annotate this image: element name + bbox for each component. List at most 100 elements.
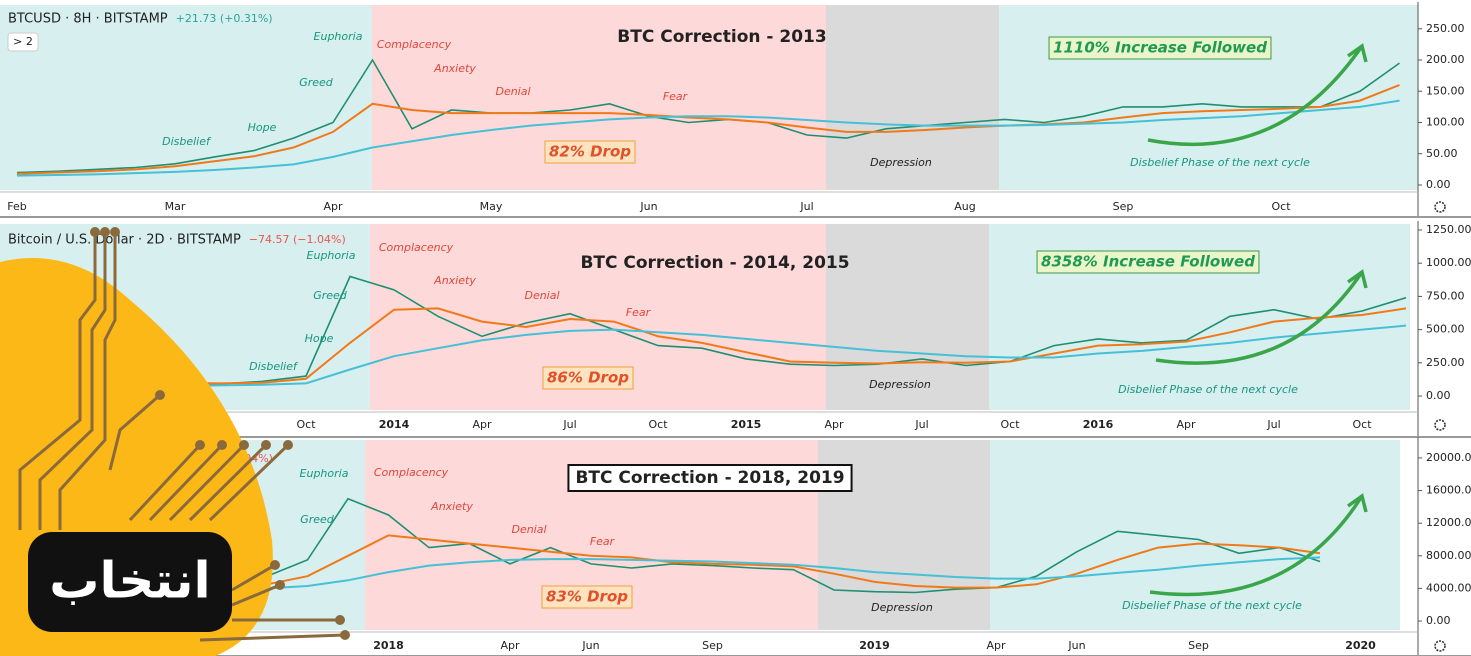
x-tick-label: Mar: [165, 200, 186, 213]
moving-average: [266, 556, 1321, 590]
drop-label: 83% Drop: [546, 588, 628, 606]
x-tick-label: 2018: [373, 639, 404, 652]
x-tick-label: Jul: [799, 200, 813, 213]
gear: [1434, 201, 1446, 213]
phase-band: [999, 5, 1418, 190]
y-tick-label: 1000.00: [1426, 256, 1471, 269]
phase-label: Fear: [663, 90, 689, 103]
arrow-head: [1346, 269, 1368, 289]
price-line: [85, 275, 1407, 392]
phase-label: Complacency: [377, 38, 452, 51]
phase-label: Denial: [495, 85, 530, 98]
y-tick-label: 150.00: [1426, 84, 1465, 97]
moving-average: [85, 307, 1407, 393]
increase-label-box: [1048, 36, 1272, 60]
x-tick-label: Oct: [1271, 200, 1291, 213]
y-tick-label: 16000.00: [1426, 484, 1471, 497]
logo-text: انتخاب: [49, 552, 210, 610]
settings-icon[interactable]: [1434, 201, 1446, 213]
phase-label: Hope: [248, 121, 277, 134]
chart-title: BTC Correction - 2014, 2015: [580, 253, 849, 273]
phase-label: Greed: [299, 76, 334, 89]
drop-label-box: [544, 140, 636, 164]
x-tick-label: Jul: [914, 418, 928, 431]
y-tick-label: 0.00: [1426, 614, 1451, 627]
phase-label: Anxiety: [430, 500, 473, 513]
x-tick-label: 2015: [731, 418, 762, 431]
increase-label-box: [1036, 250, 1260, 274]
x-tick-label: Apr: [500, 639, 520, 652]
phase-label: Anxiety: [433, 274, 476, 287]
moving-average: [266, 534, 1321, 589]
circuit-dots: [90, 227, 350, 640]
phase-label: Euphoria: [314, 30, 363, 43]
y-tick-label: 250.00: [1426, 22, 1465, 35]
phase-label: Depression: [871, 601, 933, 614]
drop-label-box: [542, 366, 634, 390]
phase-label: Euphoria: [307, 249, 356, 262]
phase-label: Disbelief: [162, 135, 212, 148]
x-tick-label: Oct: [648, 418, 668, 431]
chart-title: BTC Correction - 2013: [617, 27, 826, 47]
phase-label: Anxiety: [433, 62, 476, 75]
increase-label: 1110% Increase Followed: [1053, 39, 1267, 57]
phase-label: Fear: [590, 535, 616, 548]
price-change: −74.57 (−1.04%): [249, 233, 346, 246]
y-tick-label: 0.00: [1426, 389, 1451, 402]
phase-label: Depression: [869, 378, 931, 391]
phase-label: Disbelief: [249, 360, 299, 373]
x-tick-label: Apr: [323, 200, 343, 213]
arrow-head: [1346, 493, 1368, 513]
symbol-header: Bitcoin / U.S. Dollar · 2D · BITSTAMP: [8, 233, 241, 248]
y-tick-label: 20000.00: [1426, 451, 1471, 464]
drop-label: 86% Drop: [547, 369, 629, 387]
x-tick-label: 2020: [1345, 639, 1376, 652]
y-tick-label: 1250.00: [1426, 223, 1471, 236]
y-tick-label: 500.00: [1426, 323, 1465, 336]
x-tick-label: Sep: [1113, 200, 1134, 213]
price-change: +21.73 (+0.31%): [176, 12, 273, 25]
trend-arrow: [1147, 45, 1364, 147]
gear: [1434, 419, 1446, 431]
circuit-lines: [18, 232, 346, 642]
price-line: [16, 58, 1400, 174]
settings-icon[interactable]: [1434, 640, 1446, 652]
phase-band: [826, 5, 999, 190]
arrow-head: [1346, 43, 1368, 63]
phase-label: Complacency: [379, 241, 454, 254]
x-tick-label: Feb: [7, 200, 26, 213]
settings-icon[interactable]: [1434, 419, 1446, 431]
x-tick-label: Jul: [562, 418, 576, 431]
panel: 0.00 50.00 100.00 150.00 200.00 250.00 Feb Mar A…: [0, 2, 1471, 218]
series-toggle[interactable]: [7, 32, 39, 52]
x-tick-label: 2016: [1083, 418, 1114, 431]
x-tick-label: Aug: [954, 200, 975, 213]
x-tick-label: 2014: [379, 418, 410, 431]
x-tick-label: Sep: [1188, 639, 1209, 652]
x-tick-label: Sep: [702, 639, 723, 652]
phase-label: Disbelief Phase of the next cycle: [1130, 156, 1310, 169]
logo-box: [28, 532, 232, 632]
x-tick-label: Jul: [1266, 418, 1280, 431]
y-tick-label: 200.00: [1426, 53, 1465, 66]
price-line: [266, 497, 1321, 594]
phase-label: Depression: [870, 156, 932, 169]
y-tick-label: 4000.00: [1426, 581, 1471, 594]
x-tick-label: Jun: [581, 639, 599, 652]
phase-label: Denial: [511, 523, 546, 536]
x-tick-label: Apr: [986, 639, 1006, 652]
trend-arrow: [1155, 271, 1364, 365]
x-tick-label: Oct: [1000, 418, 1020, 431]
y-tick-label: 100.00: [1426, 116, 1465, 129]
series-toggle-label: > 2: [13, 35, 33, 48]
moving-average: [16, 84, 1400, 175]
symbol-header: BTCUSD · 8H · BITSTAMP: [8, 12, 168, 27]
logo: انتخاب: [0, 227, 350, 656]
increase-label: 8358% Increase Followed: [1041, 253, 1255, 271]
x-tick-label: 2019: [859, 639, 890, 652]
panel: 0.00 250.00 500.00 750.00 1000.00 1250.00 Apr J…: [0, 221, 1471, 438]
trend-arrow: [1149, 495, 1364, 597]
phase-label: Denial: [524, 289, 559, 302]
